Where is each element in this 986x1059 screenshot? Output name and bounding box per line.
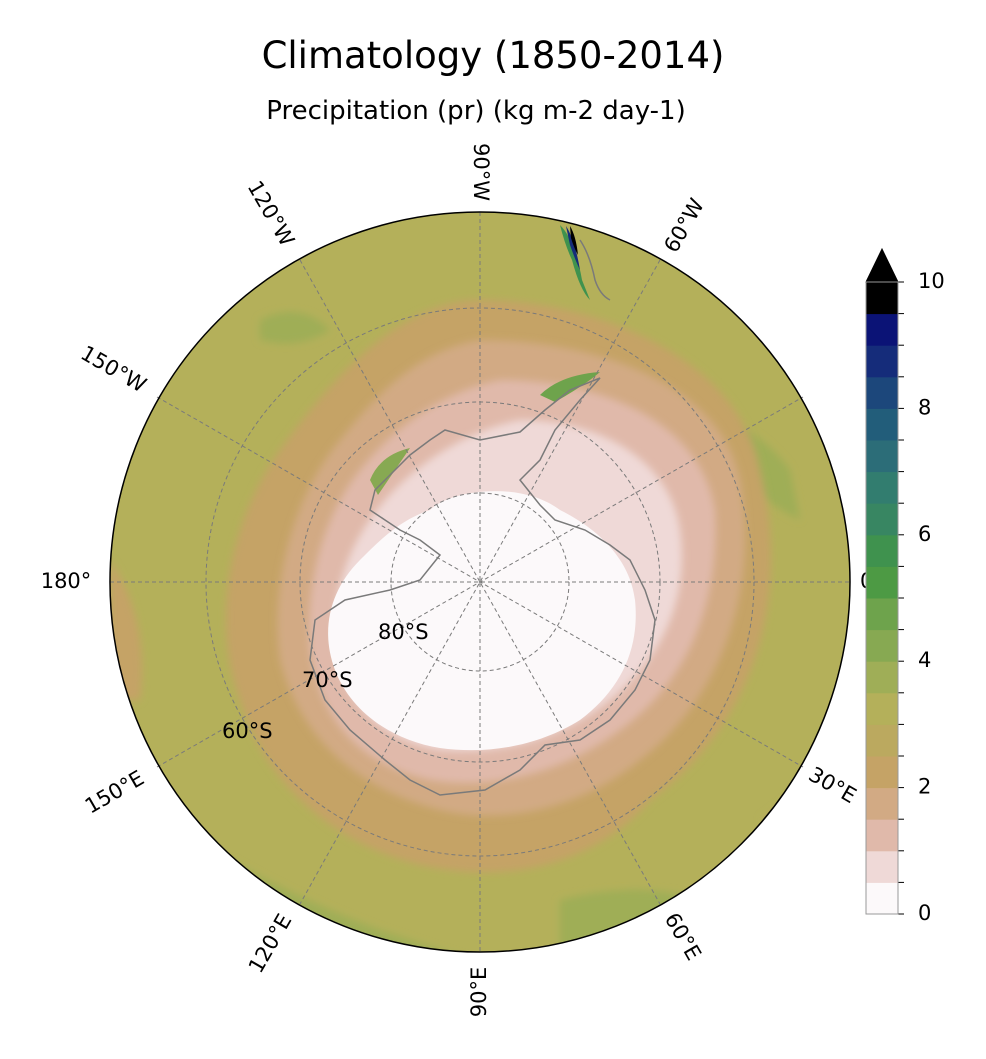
lon-label-180: 180°	[41, 569, 92, 593]
lat-label-60s: 60°S	[222, 719, 273, 743]
colorbar-swatch	[866, 471, 898, 504]
colorbar-swatch	[866, 440, 898, 473]
colorbar-swatch	[866, 661, 898, 694]
colorbar-tick-label: 0	[918, 901, 931, 925]
colorbar-swatch	[866, 787, 898, 820]
lat-label-70s: 70°S	[302, 668, 353, 692]
colorbar-swatch	[866, 850, 898, 883]
colorbar-tick-label: 4	[918, 648, 931, 672]
colorbar-swatch	[866, 566, 898, 599]
lon-label-30e: 30°E	[805, 762, 861, 808]
colorbar-swatch	[866, 313, 898, 346]
colorbar-swatch	[866, 598, 898, 631]
lon-label-120e: 120°E	[244, 910, 297, 977]
colorbar-tick-label: 8	[918, 395, 931, 419]
lon-label-150w: 150°W	[77, 341, 151, 398]
colorbar-swatch	[866, 819, 898, 852]
lon-label-90e: 90°E	[467, 967, 491, 1018]
page-subtitle: Precipitation (pr) (kg m-2 day-1)	[266, 96, 686, 126]
lon-label-120w: 120°W	[243, 177, 300, 251]
colorbar: 0 2 4 6 8 10	[865, 247, 945, 925]
graticule	[110, 212, 850, 952]
colorbar-swatch	[866, 345, 898, 378]
lon-label-90w: 90°W	[469, 143, 493, 201]
lon-label-60w: 60°W	[659, 194, 709, 256]
lon-label-60e: 60°E	[660, 909, 706, 965]
colorbar-frame	[865, 281, 899, 915]
page-title: Climatology (1850-2014)	[261, 34, 725, 77]
colorbar-swatch	[866, 629, 898, 662]
colorbar-swatch	[866, 408, 898, 441]
colorbar-swatch	[866, 756, 898, 789]
lon-label-150e: 150°E	[81, 766, 148, 819]
colorbar-swatch	[866, 282, 898, 315]
colorbar-swatch	[866, 503, 898, 536]
colorbar-swatch	[866, 724, 898, 757]
colorbar-tick-label: 6	[918, 522, 931, 546]
lat-label-80s: 80°S	[378, 620, 429, 644]
colorbar-swatch	[866, 534, 898, 567]
colorbar-tick-label: 2	[918, 775, 931, 799]
colorbar-swatch	[866, 882, 898, 915]
colorbar-swatch	[866, 692, 898, 725]
map-boundary	[109, 211, 851, 953]
colorbar-extend-arrow	[865, 247, 899, 283]
colorbar-tick-label: 10	[918, 269, 945, 293]
colorbar-swatch	[866, 376, 898, 409]
